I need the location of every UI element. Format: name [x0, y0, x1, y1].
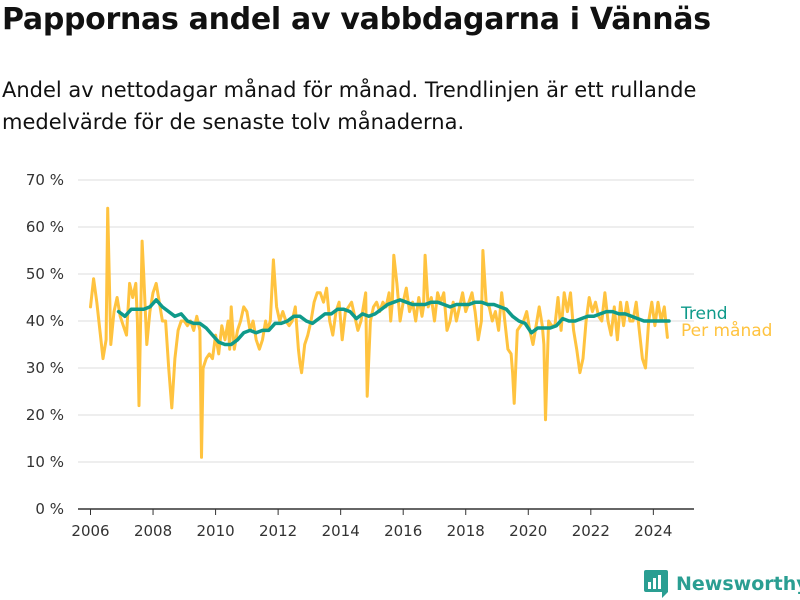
x-tick-label: 2006 — [71, 522, 109, 540]
y-tick-label: 0 % — [35, 500, 64, 518]
x-tick-label: 2008 — [134, 522, 172, 540]
x-tick-label: 2018 — [447, 522, 485, 540]
y-tick-label: 30 % — [26, 359, 64, 377]
series-line-per-manad — [89, 206, 669, 459]
gridlines — [78, 179, 694, 463]
newsworthy-logo-icon — [644, 570, 668, 598]
y-tick-label: 40 % — [26, 312, 64, 330]
y-axis-ticks: 0 % 10 % 20 % 30 % 40 % 50 % 60 % 70 % — [26, 171, 64, 518]
y-tick-label: 60 % — [26, 218, 64, 236]
series-lines — [89, 206, 671, 459]
y-tick-label: 20 % — [26, 406, 64, 424]
series-line-trend — [116, 298, 671, 347]
brand-name: Newsworthy — [676, 573, 800, 595]
x-tick-label: 2022 — [572, 522, 610, 540]
brand-logo[interactable]: Newsworthy — [644, 569, 800, 599]
page-subtitle: Andel av nettodagar månad för månad. Tre… — [2, 78, 697, 134]
y-tick-label: 10 % — [26, 453, 64, 471]
x-tick-label: 2020 — [509, 522, 547, 540]
y-tick-label: 50 % — [26, 265, 64, 283]
x-tick-label: 2024 — [634, 522, 672, 540]
series-label-per-manad: Per månad — [681, 320, 772, 341]
x-tick-label: 2012 — [259, 522, 297, 540]
x-tick-label: 2010 — [196, 522, 234, 540]
y-tick-label: 70 % — [26, 171, 64, 189]
x-tick-label: 2014 — [322, 522, 360, 540]
page-title: Pappornas andel av vabbdagarna i Vännäs — [2, 2, 711, 37]
series-label-trend: Trend — [680, 304, 728, 324]
x-tick-label: 2016 — [384, 522, 422, 540]
x-axis: 2006 2008 2010 2012 2014 2016 2018 2020 2022 2024 — [71, 508, 694, 540]
